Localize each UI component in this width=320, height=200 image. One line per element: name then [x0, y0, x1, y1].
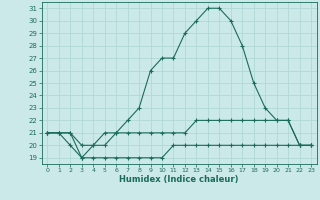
X-axis label: Humidex (Indice chaleur): Humidex (Indice chaleur) [119, 175, 239, 184]
